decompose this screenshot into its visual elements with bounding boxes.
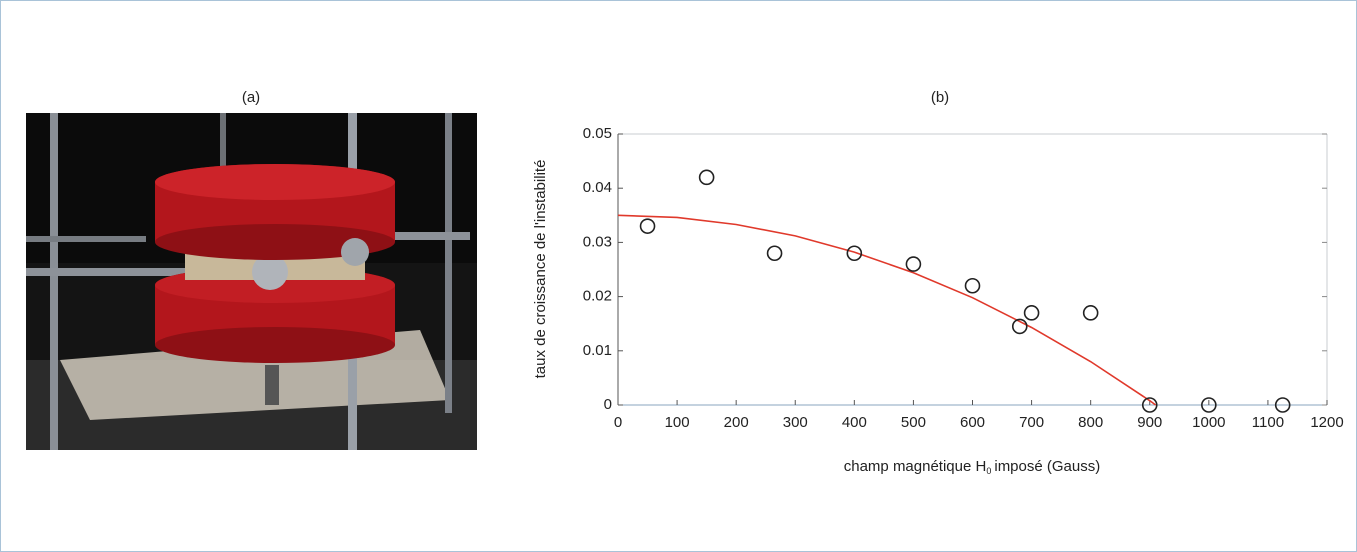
x-label-rest: imposé (Gauss)	[994, 458, 1100, 475]
x-tick-label: 100	[665, 414, 690, 431]
y-tick-label: 0.04	[583, 179, 612, 196]
x-tick-label: 600	[960, 414, 985, 431]
page: (a) (b) taux de croissance de l'instabil…	[0, 0, 1357, 552]
x-tick-label: 1200	[1310, 414, 1343, 431]
x-tick-label: 1000	[1192, 414, 1225, 431]
x-tick-label: 400	[842, 414, 867, 431]
x-tick-label: 300	[783, 414, 808, 431]
x-label-subscript: 0	[986, 466, 991, 476]
x-tick-label: 500	[901, 414, 926, 431]
x-tick-label: 800	[1078, 414, 1103, 431]
y-tick-label: 0	[604, 396, 612, 413]
x-tick-label: 900	[1137, 414, 1162, 431]
x-tick-label: 0	[614, 414, 622, 431]
figure: (a) (b) taux de croissance de l'instabil…	[0, 0, 1357, 552]
y-tick-label: 0.01	[583, 342, 612, 359]
photo-label: (a)	[242, 89, 260, 106]
y-tick-label: 0.05	[583, 125, 612, 142]
chart-title: (b)	[931, 89, 949, 106]
photo	[26, 113, 477, 450]
y-tick-label: 0.02	[583, 288, 612, 305]
x-tick-label: 700	[1019, 414, 1044, 431]
x-label-text: champ magnétique H	[844, 458, 987, 475]
x-tick-label: 200	[724, 414, 749, 431]
y-tick-label: 0.03	[583, 233, 612, 250]
y-axis-label: taux de croissance de l'instabilité	[532, 160, 549, 379]
x-tick-label: 1100	[1252, 414, 1284, 431]
